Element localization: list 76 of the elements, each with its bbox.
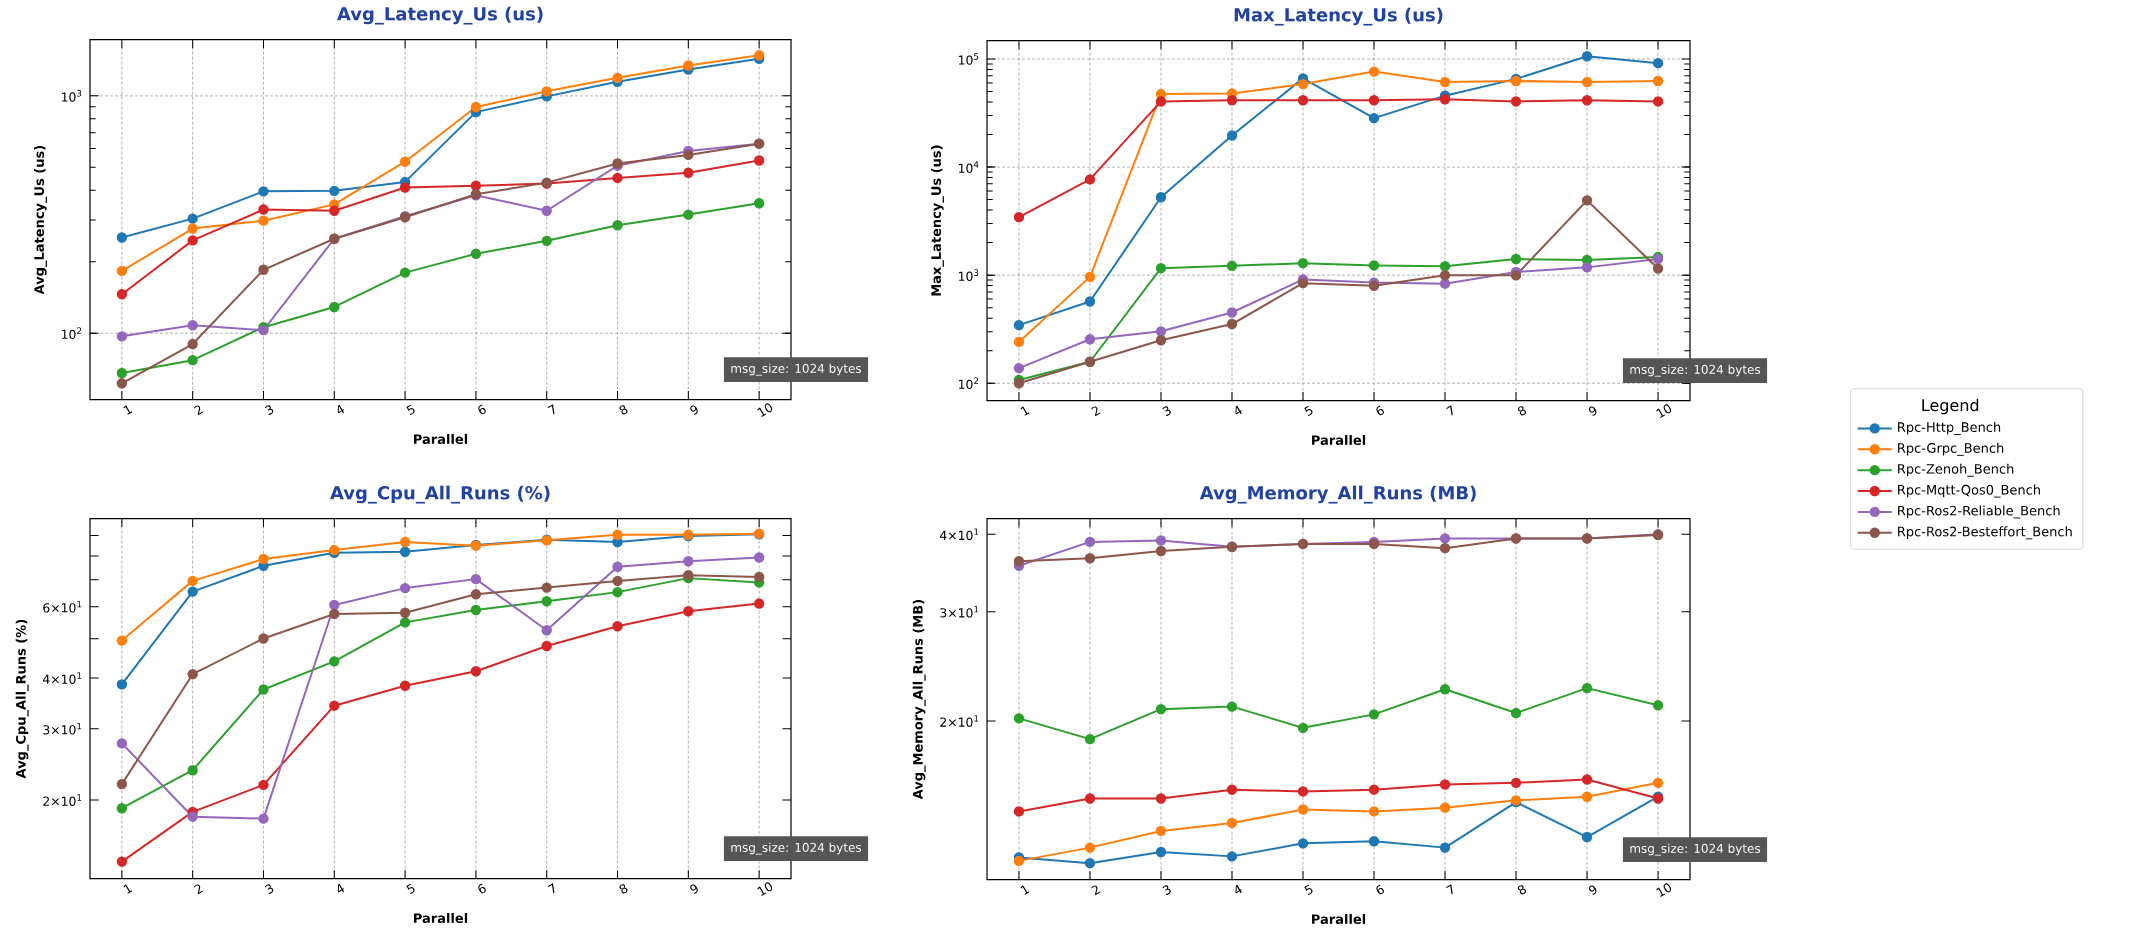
x-axis-title: Parallel <box>1312 914 1366 925</box>
y-tick-label: 10$^{3}$ <box>958 269 979 282</box>
x-tick-label: 8 <box>1517 406 1527 416</box>
y-tick-label: 10$^{4}$ <box>958 161 979 174</box>
x-tick-label: 7 <box>1446 884 1453 895</box>
annotation: msg_size: 1024 bytes <box>1630 843 1761 856</box>
x-tick-label: 5 <box>1304 405 1313 417</box>
legend-label: Rpc-Grpc_Bench <box>1898 443 2004 456</box>
x-tick-label: 6 <box>478 404 486 415</box>
x-tick-label: 4 <box>1235 405 1242 415</box>
y-axis-title: Avg_Memory_All_Runs (MB) <box>912 600 926 800</box>
x-tick-label: 2 <box>1091 885 1101 896</box>
x-tick-label: 1 <box>123 405 133 415</box>
y-axis-title: Max_Latency_Us (us) <box>931 145 944 296</box>
x-tick-label: 10 <box>757 403 773 418</box>
y-tick-label: 2×10$^{1}$ <box>43 794 82 807</box>
x-tick-label: 9 <box>1588 406 1597 417</box>
x-tick-label: 5 <box>406 883 415 895</box>
y-tick-label: 10$^{2}$ <box>61 327 82 340</box>
y-tick-label: 10$^{5}$ <box>958 53 979 65</box>
x-tick-label: 6 <box>1376 405 1384 416</box>
x-tick-label: 5 <box>1304 884 1313 896</box>
x-tick-label: 10 <box>1656 404 1672 419</box>
x-tick-label: 10 <box>1656 883 1672 898</box>
chart-title: Avg_Cpu_All_Runs (%) <box>330 485 550 504</box>
chart-title: Avg_Latency_Us (us) <box>337 6 543 25</box>
x-tick-label: 2 <box>193 884 204 895</box>
x-tick-label: 7 <box>547 883 555 894</box>
x-tick-label: 5 <box>406 404 415 416</box>
annotation: msg_size: 1024 bytes <box>731 363 862 376</box>
y-axis-title: Avg_Cpu_All_Runs (%) <box>15 620 29 779</box>
x-tick-label: 4 <box>1235 884 1242 894</box>
x-tick-label: 8 <box>619 884 628 894</box>
legend-label: Rpc-Http_Bench <box>1898 422 2001 436</box>
x-tick-label: 3 <box>264 884 274 895</box>
x-tick-label: 1 <box>123 884 133 894</box>
x-tick-label: 1 <box>1020 406 1030 416</box>
x-tick-label: 8 <box>619 405 628 415</box>
x-tick-label: 9 <box>690 884 698 895</box>
y-tick-label: 4×10$^{1}$ <box>939 528 979 541</box>
x-tick-label: 8 <box>1517 885 1527 895</box>
legend-label: Rpc-Ros2-Besteffort_Bench <box>1898 526 2072 540</box>
chart-title: Max_Latency_Us (us) <box>1234 7 1443 26</box>
y-tick-label: 10$^{3}$ <box>61 90 82 102</box>
x-tick-label: 7 <box>1446 405 1453 416</box>
legend-label: Rpc-Ros2-Reliable_Bench <box>1898 505 2060 519</box>
x-tick-label: 2 <box>1091 406 1101 417</box>
y-tick-label: 2×10$^{1}$ <box>940 715 979 728</box>
y-axis-title: Avg_Latency_Us (us) <box>33 146 47 295</box>
legend-title: Legend <box>1922 399 1979 415</box>
x-tick-label: 3 <box>1162 406 1171 417</box>
x-tick-label: 9 <box>690 405 698 416</box>
y-tick-label: 3×10$^{1}$ <box>940 606 979 618</box>
x-tick-label: 4 <box>337 883 345 893</box>
x-tick-label: 3 <box>1162 885 1171 896</box>
x-tick-label: 7 <box>547 404 555 415</box>
x-tick-label: 2 <box>193 405 204 416</box>
x-tick-label: 6 <box>478 883 486 894</box>
x-tick-label: 6 <box>1376 884 1384 895</box>
x-tick-label: 10 <box>757 882 773 897</box>
x-axis-title: Parallel <box>414 913 468 924</box>
annotation: msg_size: 1024 bytes <box>731 842 862 855</box>
x-tick-label: 1 <box>1020 885 1030 895</box>
y-tick-label: 3×10$^{1}$ <box>43 723 82 735</box>
x-tick-label: 4 <box>337 404 345 414</box>
y-tick-label: 4×10$^{1}$ <box>42 672 82 685</box>
legend-label: Rpc-Mqtt-Qos0_Bench <box>1898 484 2040 498</box>
x-tick-label: 3 <box>264 405 274 416</box>
chart-title: Avg_Memory_All_Runs (MB) <box>1199 485 1476 504</box>
x-axis-title: Parallel <box>1312 435 1366 446</box>
x-tick-label: 9 <box>1588 885 1597 896</box>
x-axis-title: Parallel <box>414 434 468 445</box>
legend-label: Rpc-Zenoh_Bench <box>1898 463 2014 477</box>
y-tick-label: 6×10$^{1}$ <box>43 601 82 613</box>
annotation: msg_size: 1024 bytes <box>1630 364 1761 377</box>
y-tick-label: 10$^{2}$ <box>958 377 979 390</box>
